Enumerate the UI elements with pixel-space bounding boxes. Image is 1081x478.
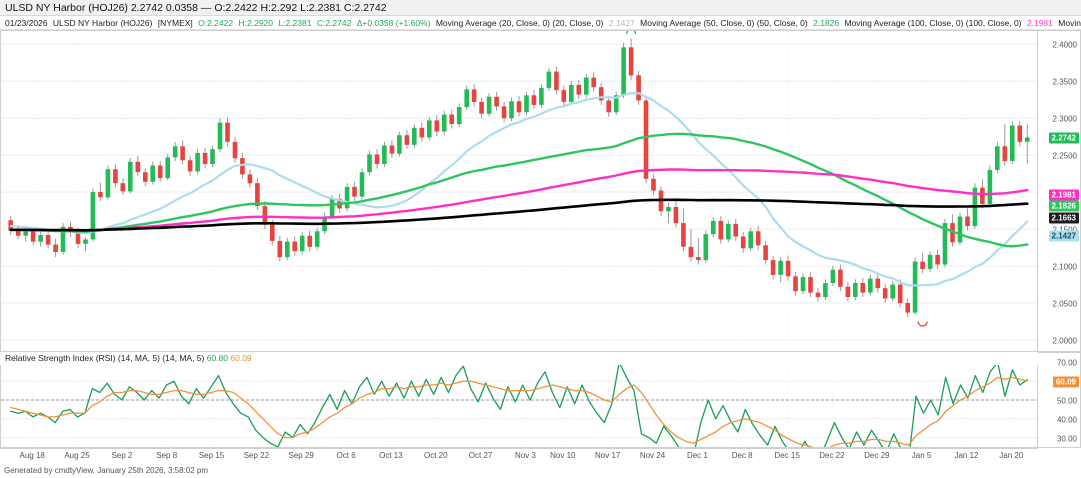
date-axis-tick: Dec 15 [774, 451, 800, 460]
price-axis-tick: 2.3000 [1052, 114, 1077, 124]
date-axis-tick: Nov 3 [515, 451, 536, 460]
legend-instrument: ULSD NY Harbor (HOJ26) [52, 18, 153, 28]
legend-ma50-value: 2.1826 [813, 18, 840, 28]
date-axis-tick: Sep 2 [111, 451, 133, 460]
date-axis-tick: Nov 24 [639, 451, 666, 460]
legend-ma20-label[interactable]: Moving Average (20, Close, 0) (20, Close… [435, 18, 604, 28]
footer-attribution: Generated by cmdtyView, January 25th 202… [0, 464, 1081, 478]
date-axis-tick: Sep 22 [243, 451, 270, 460]
rsi-legend-label: Relative Strength Index (RSI) (14, MA, 5… [5, 353, 205, 363]
price-badge-ma100[interactable]: 2.1981 [1048, 189, 1079, 200]
footer-text: Generated by cmdtyView, January 25th 202… [4, 466, 208, 475]
date-axis-tick: Sep 15 [198, 451, 225, 460]
legend-low: L:2.2381 [278, 18, 312, 28]
legend-close: C:2.2742 [316, 18, 352, 28]
date-axis-tick: Sep 29 [288, 451, 314, 460]
legend-ma100-value: 2.1981 [1026, 18, 1053, 28]
date-axis-tick: Jan 5 [911, 451, 932, 460]
price-axis-tick: 2.1000 [1052, 262, 1077, 272]
date-axis-tick: Nov 17 [595, 451, 621, 460]
date-axis-tick: Aug 25 [64, 451, 90, 460]
legend-open: O:2.2422 [198, 18, 234, 28]
rsi-axis-tick: 50.00 [1056, 396, 1077, 406]
date-axis-tick: Oct 20 [424, 451, 448, 460]
price-badge-ma20[interactable]: 2.1427 [1048, 230, 1079, 241]
title-text: ULSD NY Harbor (HOJ26) 2.2742 0.0358 — O… [5, 2, 387, 14]
price-axis-tick: 2.0000 [1052, 336, 1077, 346]
date-axis-tick: Oct 27 [468, 451, 493, 460]
price-chart-panel[interactable] [0, 30, 1038, 352]
legend-high: H:2.2920 [238, 18, 274, 28]
legend-ma50-label[interactable]: Moving Average (50, Close, 0) (50, Close… [640, 18, 808, 28]
rsi-chart-panel[interactable] [0, 352, 1038, 448]
rsi-ma-legend-value: 60.09 [230, 353, 252, 363]
date-axis[interactable]: Aug 18 Aug 25 Sep 2 Sep 8 Sep 15 Sep 22 Sep 29… [0, 448, 1038, 463]
rsi-legend-value: 60.80 [206, 353, 229, 363]
price-badge-ma50[interactable]: 2.1826 [1048, 200, 1079, 212]
price-badge-last-price[interactable]: 2.2742 [1048, 132, 1079, 144]
price-axis-tick: 2.3500 [1052, 77, 1077, 87]
legend-change: Δ+0.0358 (+1.60%) [356, 18, 431, 28]
date-axis-tick: Oct 13 [379, 451, 403, 460]
date-axis-tick: Jan 12 [954, 451, 979, 460]
legend-ma200-label[interactable]: Moving Average (200, Close, 0) (200, Clo… [1058, 18, 1081, 28]
rsi-legend-bar[interactable]: Relative Strength Index (RSI) (14, MA, 5… [0, 352, 1038, 365]
date-axis-tick: Sep 8 [156, 451, 178, 460]
date-axis-tick: Dec 22 [819, 451, 845, 460]
legend-exchange: [NYMEX] [157, 18, 193, 28]
price-axis-tick: 2.4000 [1052, 40, 1077, 50]
rsi-axis-tick: 70.00 [1056, 358, 1077, 368]
price-axis[interactable]: 2.40002.35002.30002.25002.20002.15002.10… [1038, 30, 1081, 352]
price-axis-tick: 2.0500 [1052, 299, 1077, 309]
legend-date: 01/23/2026 [5, 18, 48, 28]
date-axis-tick: Oct 6 [336, 451, 356, 460]
rsi-axis-tick: 40.00 [1056, 415, 1077, 425]
price-axis-tick: 2.2500 [1052, 151, 1077, 161]
date-axis-tick: Nov 10 [550, 451, 576, 460]
window-title-bar: ULSD NY Harbor (HOJ26) 2.2742 0.0358 — O… [0, 0, 1081, 16]
date-axis-tick: Dec 8 [731, 451, 753, 460]
date-axis-tick: Aug 18 [19, 451, 45, 460]
price-badge-ma200[interactable]: 2.1663 [1048, 212, 1079, 224]
date-axis-tick: Dec 1 [686, 451, 708, 460]
price-legend-bar[interactable]: 01/23/2026 ULSD NY Harbor (HOJ26) [NYMEX… [0, 16, 1081, 30]
rsi-badge-rsi-ma[interactable]: 60.09 [1052, 376, 1079, 388]
rsi-axis-tick: 30.00 [1056, 434, 1077, 444]
date-axis-tick: Dec 29 [864, 451, 890, 460]
legend-ma20-value: 2.1427 [608, 18, 635, 28]
date-axis-tick: Jan 20 [999, 451, 1024, 460]
legend-ma100-label[interactable]: Moving Average (100, Close, 0) (100, Clo… [844, 18, 1022, 28]
